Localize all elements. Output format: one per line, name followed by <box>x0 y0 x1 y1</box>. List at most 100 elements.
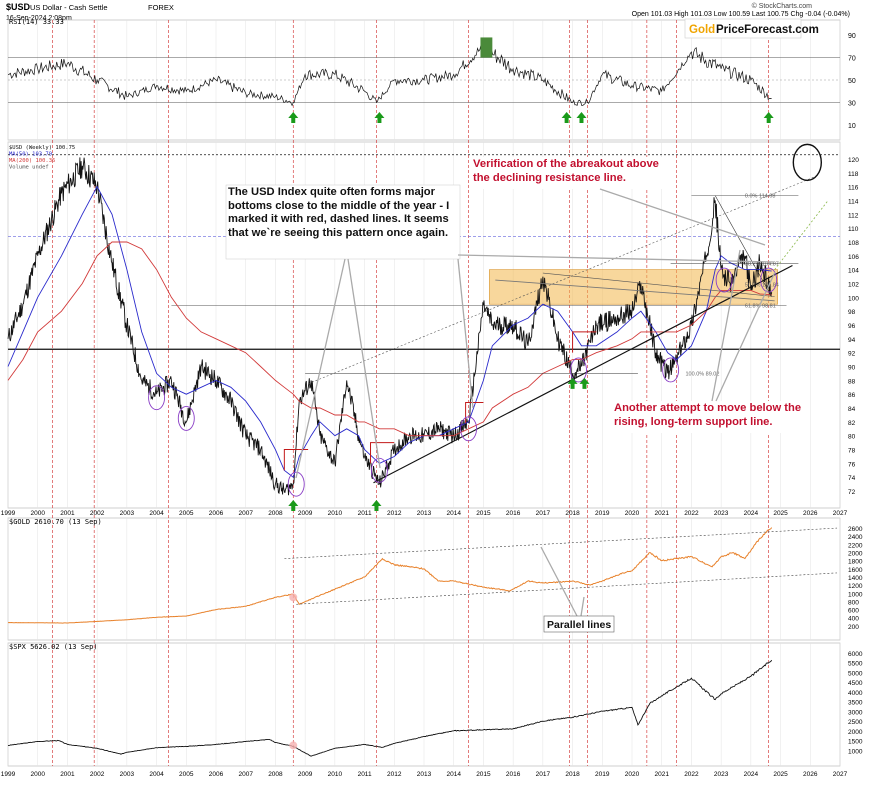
x-tick-label: 2004 <box>149 771 164 778</box>
gold-tick-label: 2000 <box>848 551 863 558</box>
usd-tick-label: 82 <box>848 420 856 427</box>
x-axis-bottom: 1999 2000 2001 2002 2003 2004 2005 2006 2007 2008… <box>1 771 848 778</box>
usd-tick-label: 118 <box>848 171 859 178</box>
rsi-overbought-fill <box>480 37 493 58</box>
bottom-circle <box>287 471 305 497</box>
x-tick-label: 2027 <box>833 771 848 778</box>
x-tick-label: 2005 <box>179 510 194 517</box>
x-tick-label: 2013 <box>417 510 432 517</box>
fib-label: 0.0% 114.68 <box>745 194 775 200</box>
callout-parallel-1 <box>540 546 578 617</box>
x-tick-label: 1999 <box>1 771 16 778</box>
upper-channel-line <box>308 175 817 385</box>
green-up-arrow <box>763 112 774 123</box>
rsi-tick-label: 90 <box>848 33 856 40</box>
exchange-label: FOREX <box>148 3 174 12</box>
bottom-circle <box>715 267 733 293</box>
green-up-arrow <box>288 112 299 123</box>
x-tick-label: 2001 <box>60 771 75 778</box>
gold-tick-label: 1000 <box>848 591 863 598</box>
usd-tick-label: 108 <box>848 240 859 247</box>
x-tick-label: 2019 <box>595 510 610 517</box>
gold-tick-label: 2600 <box>848 526 863 533</box>
x-axis-top: 1999 2000 2001 2002 2003 2004 2005 2006 2007 2008… <box>1 510 848 517</box>
callout-to-2014 <box>457 258 474 409</box>
usd-tick-label: 112 <box>848 212 859 219</box>
usd-y-axis: 72 74 76 78 80 82 84 86 88 90 92 94 96 98 100 102 104 106… <box>848 157 859 496</box>
green-up-arrow <box>576 112 587 123</box>
x-tick-label: 2025 <box>773 771 788 778</box>
x-tick-label: 2003 <box>120 510 135 517</box>
usd-legend-entry: $USD (Weekly) 100.75 <box>9 145 75 151</box>
gold-tick-label: 1400 <box>848 575 863 582</box>
x-tick-label: 2004 <box>149 510 164 517</box>
watermark: © StockCharts.com <box>752 2 813 10</box>
spx-tick-label: 1000 <box>848 748 863 755</box>
usd-tick-label: 94 <box>848 337 856 344</box>
gold-tick-label: 1200 <box>848 583 863 590</box>
x-tick-label: 2015 <box>476 771 491 778</box>
x-tick-label: 2011 <box>358 771 372 778</box>
callout-to-2011 <box>347 258 381 469</box>
usd-tick-label: 106 <box>848 254 859 261</box>
usd-tick-label: 114 <box>848 198 859 205</box>
x-tick-label: 2027 <box>833 510 848 517</box>
rsi-tick-label: 10 <box>848 123 856 130</box>
symbol-label: $USD <box>6 2 31 12</box>
usd-tick-label: 78 <box>848 448 856 455</box>
rsi-tick-label: 50 <box>848 78 856 85</box>
usd-tick-label: 88 <box>848 378 856 385</box>
x-tick-label: 2024 <box>744 771 759 778</box>
x-tick-label: 2014 <box>446 771 461 778</box>
bottom-circle <box>460 416 478 442</box>
usd-legend-entry: Volume undef <box>9 165 49 171</box>
bottom-circle <box>662 357 680 383</box>
x-tick-label: 2001 <box>60 510 75 517</box>
date-label: 16-Sep-2024 2:08pm <box>6 15 72 22</box>
spx-tick-label: 5000 <box>848 670 863 677</box>
x-tick-label: 2025 <box>773 510 788 517</box>
gold-upper-channel <box>284 527 838 559</box>
spx-y-axis: 1000 1500 2000 2500 3000 3500 4000 4500 5000 5500… <box>848 651 863 755</box>
midyear-text: The USD Index quite often forms major bo… <box>228 186 450 239</box>
x-tick-label: 2007 <box>238 771 253 778</box>
usd-ma200-line <box>7 241 772 437</box>
gridlines <box>7 20 841 766</box>
x-tick-label: 2009 <box>298 771 313 778</box>
usd-tick-label: 102 <box>848 281 859 288</box>
bottom-circle <box>760 267 778 293</box>
green-up-arrow <box>288 500 299 511</box>
spx-tick-label: 2000 <box>848 729 863 736</box>
x-tick-label: 2010 <box>328 510 343 517</box>
x-tick-label: 2018 <box>565 510 580 517</box>
usd-tick-label: 100 <box>848 295 859 302</box>
rsi-series <box>7 37 774 123</box>
usd-tick-label: 116 <box>848 185 859 192</box>
spx-tick-label: 4000 <box>848 690 863 697</box>
callout-attempt-1 <box>711 249 741 402</box>
x-tick-label: 2016 <box>506 771 521 778</box>
x-tick-label: 2024 <box>744 510 759 517</box>
gold-tick-label: 800 <box>848 599 859 606</box>
x-tick-label: 2002 <box>90 510 105 517</box>
x-tick-label: 2026 <box>803 510 818 517</box>
usd-price-line <box>7 157 773 496</box>
bottom-circles <box>148 267 778 511</box>
green-up-arrow <box>561 112 572 123</box>
rsi-label: RSI(14) 33.33 <box>9 18 64 26</box>
callout-attempt-2 <box>715 271 776 402</box>
x-tick-label: 2000 <box>30 510 45 517</box>
symbol-name: US Dollar - Cash Settle <box>30 3 108 12</box>
usd-tick-label: 92 <box>848 351 856 358</box>
spx-tick-label: 2500 <box>848 719 863 726</box>
x-tick-label: 2017 <box>536 510 551 517</box>
usd-tick-label: 80 <box>848 434 856 441</box>
x-tick-label: 2016 <box>506 510 521 517</box>
x-tick-label: 2026 <box>803 771 818 778</box>
logo-gold: Gold <box>689 24 715 36</box>
spx-tick-label: 6000 <box>848 651 863 658</box>
usd-tick-label: 86 <box>848 392 856 399</box>
